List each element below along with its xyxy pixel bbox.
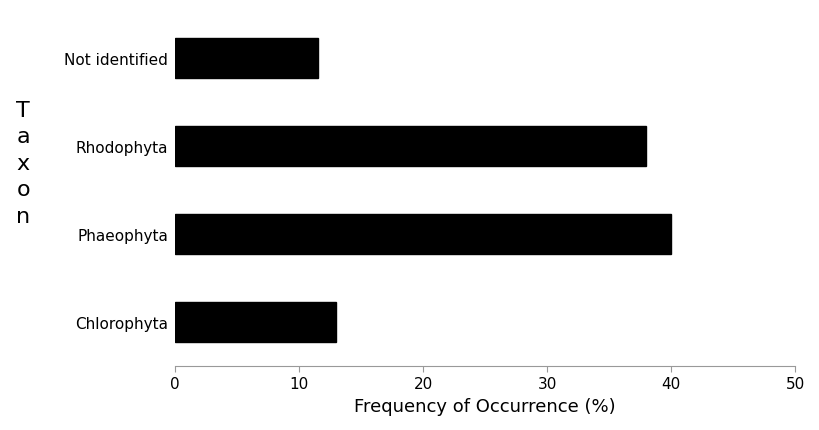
Bar	[174, 127, 645, 166]
Text: T
a
x
o
n: T a x o n	[16, 101, 30, 226]
Bar	[174, 303, 336, 342]
X-axis label: Frequency of Occurrence (%): Frequency of Occurrence (%)	[354, 397, 615, 415]
Bar	[174, 39, 317, 79]
Bar	[174, 215, 671, 254]
